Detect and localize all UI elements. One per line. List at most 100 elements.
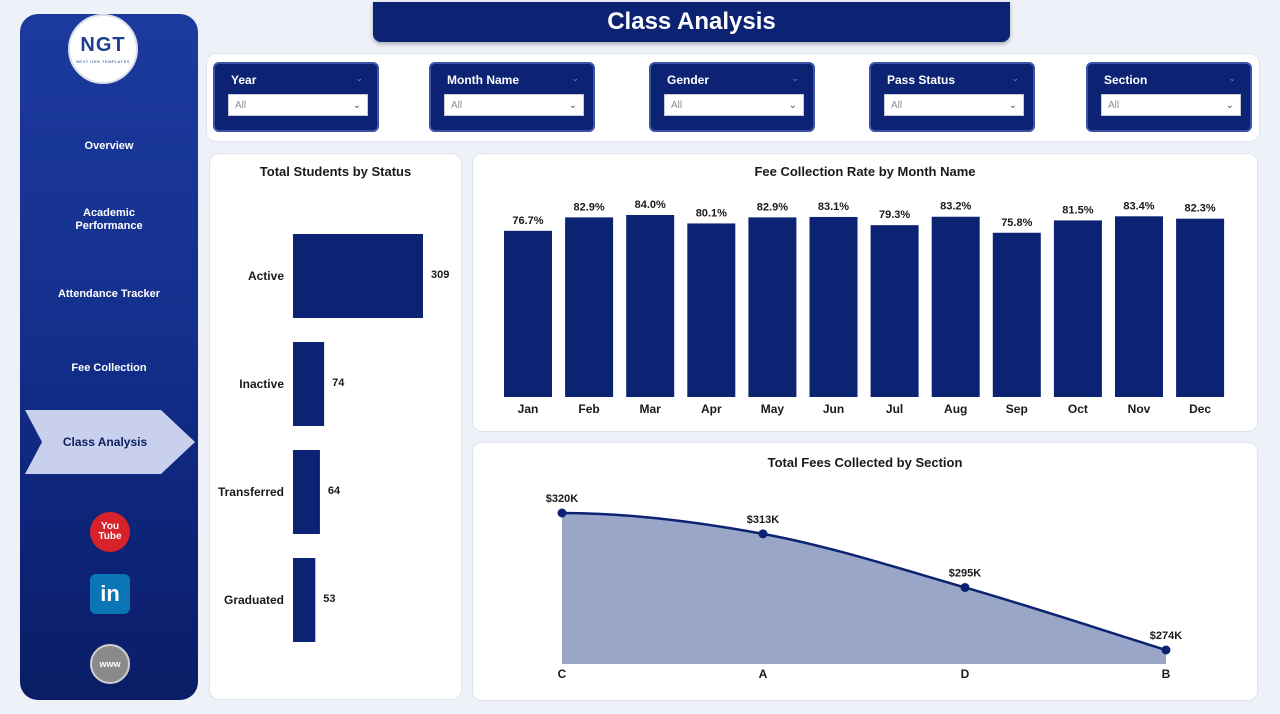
rate-bar-apr <box>687 223 736 397</box>
month-tick-label: Mar <box>640 402 662 416</box>
rate-value-label: 83.4% <box>1123 200 1154 212</box>
fees-point-b <box>1161 645 1171 655</box>
status-category-label: Graduated <box>224 593 284 607</box>
rate-value-label: 84.0% <box>635 199 666 211</box>
nav-item-class-analysis-label: Class Analysis <box>62 435 148 449</box>
slicer-section: Section ⌄ All ⌄ <box>1086 62 1252 132</box>
status-category-label: Inactive <box>239 377 284 391</box>
rate-value-label: 82.9% <box>573 201 604 213</box>
rate-bar-feb <box>565 217 614 397</box>
chevron-down-icon[interactable]: ⌄ <box>791 73 799 83</box>
chevron-down-icon[interactable]: ⌄ <box>571 73 579 83</box>
chevron-down-icon[interactable]: ⌄ <box>1228 73 1236 83</box>
rate-value-label: 83.1% <box>818 201 849 213</box>
fees-by-section-card: Total Fees Collected by Section $320K C $3… <box>472 442 1258 701</box>
month-tick-label: Feb <box>578 402 599 416</box>
section-dropdown[interactable]: All ⌄ <box>1101 94 1241 116</box>
students-by-status-chart: Active 309 Inactive 74 Transferred 64 Graduate… <box>218 234 449 642</box>
nav-item-academic-performance[interactable]: Academic Performance <box>75 207 143 232</box>
slicer-pass-status: Pass Status ⌄ All ⌄ <box>869 62 1035 132</box>
website-icon-label: www <box>99 659 121 669</box>
rate-value-label: 83.2% <box>940 201 971 213</box>
ngt-logo[interactable]: NGT NEXT GEN TEMPLATES <box>68 14 138 84</box>
youtube-icon-label: You Tube <box>98 521 122 542</box>
fees-value-label: $313K <box>747 514 779 526</box>
linkedin-icon-label: in <box>100 581 120 606</box>
sidebar: NGT NEXT GEN TEMPLATES Overview Academic… <box>20 14 198 700</box>
month-tick-label: May <box>761 402 785 416</box>
section-tick-label: B <box>1162 667 1171 681</box>
section-value: All <box>1108 99 1120 111</box>
status-value-label: 64 <box>328 485 341 497</box>
status-value-label: 53 <box>323 593 335 605</box>
rate-bar-mar <box>626 215 675 397</box>
fees-by-section-chart: $320K C $313K A $295K D $274K B <box>546 493 1182 681</box>
students-by-status-title: Total Students by Status <box>259 164 412 179</box>
rate-bar-may <box>748 217 797 397</box>
month-tick-label: Jul <box>886 402 903 416</box>
month-tick-label: Jan <box>518 402 539 416</box>
status-bar-transferred <box>293 450 320 534</box>
chevron-down-icon[interactable]: ⌄ <box>355 73 363 83</box>
gender-value: All <box>671 99 683 111</box>
rate-value-label: 82.9% <box>757 201 788 213</box>
fees-point-c <box>557 508 567 518</box>
website-icon[interactable]: www <box>90 644 130 684</box>
rate-bar-dec <box>1176 218 1225 397</box>
rate-value-label: 80.1% <box>696 207 727 219</box>
rate-bar-sep <box>992 232 1041 397</box>
students-by-status-card: Total Students by Status Active 309 Inacti… <box>209 153 462 700</box>
slicer-month-name: Month Name ⌄ All ⌄ <box>429 62 595 132</box>
rate-bar-nov <box>1115 216 1163 397</box>
chevron-down-icon: ⌄ <box>352 99 361 111</box>
nav-item-fee-collection[interactable]: Fee Collection <box>71 362 147 374</box>
filter-panel: Year ⌄ All ⌄ Month Name ⌄ All ⌄ Gender ⌄… <box>206 53 1260 142</box>
month-tick-label: Oct <box>1068 402 1088 416</box>
month-tick-label: Dec <box>1189 402 1211 416</box>
section-tick-label: C <box>558 667 567 681</box>
fees-value-label: $295K <box>949 567 981 579</box>
youtube-icon[interactable]: You Tube <box>90 512 130 552</box>
rate-value-label: 82.3% <box>1184 203 1215 215</box>
year-dropdown[interactable]: All ⌄ <box>228 94 368 116</box>
status-bar-active <box>293 234 423 318</box>
gender-dropdown[interactable]: All ⌄ <box>664 94 804 116</box>
month-tick-label: Nov <box>1128 402 1151 416</box>
slicer-gender-label: Gender <box>667 73 710 87</box>
slicer-section-label: Section <box>1104 73 1148 87</box>
status-bar-inactive <box>293 342 325 426</box>
rate-value-label: 79.3% <box>879 209 910 221</box>
pass-status-value: All <box>891 99 903 111</box>
fees-area-fill <box>562 513 1166 664</box>
slicer-pass-status-label: Pass Status <box>887 73 956 87</box>
month-tick-label: Aug <box>944 402 967 416</box>
section-tick-label: A <box>759 667 768 681</box>
rate-value-label: 81.5% <box>1062 204 1093 216</box>
slicer-gender: Gender ⌄ All ⌄ <box>649 62 815 132</box>
month-tick-label: Sep <box>1006 402 1028 416</box>
month-tick-label: Jun <box>823 402 844 416</box>
linkedin-icon[interactable]: in <box>90 574 130 614</box>
logo-text: NGT <box>80 33 126 56</box>
chevron-down-icon: ⌄ <box>1008 99 1017 111</box>
nav-item-attendance-tracker[interactable]: Attendance Tracker <box>57 288 161 300</box>
month-name-value: All <box>451 99 463 111</box>
status-category-label: Transferred <box>218 485 284 499</box>
year-value: All <box>235 99 247 111</box>
chevron-down-icon[interactable]: ⌄ <box>1011 73 1019 83</box>
fee-rate-title: Fee Collection Rate by Month Name <box>754 164 976 179</box>
rate-bar-aug <box>931 216 980 397</box>
fee-rate-chart: 76.7% Jan 82.9% Feb 84.0% Mar 80.1% Apr 82.9% May… <box>504 199 1225 416</box>
page-title: Class Analysis <box>373 2 1010 42</box>
status-bar-graduated <box>293 558 316 642</box>
rate-value-label: 76.7% <box>512 215 543 227</box>
pass-status-dropdown[interactable]: All ⌄ <box>884 94 1024 116</box>
rate-bar-jan <box>504 230 552 397</box>
chevron-down-icon: ⌄ <box>788 99 797 111</box>
fees-by-section-title: Total Fees Collected by Section <box>767 455 963 470</box>
fee-rate-card: Fee Collection Rate by Month Name 76.7% J… <box>472 153 1258 432</box>
fees-value-label: $320K <box>546 493 578 505</box>
nav-item-overview[interactable]: Overview <box>84 140 134 152</box>
nav-item-class-analysis[interactable]: Class Analysis <box>25 410 195 474</box>
month-name-dropdown[interactable]: All ⌄ <box>444 94 584 116</box>
